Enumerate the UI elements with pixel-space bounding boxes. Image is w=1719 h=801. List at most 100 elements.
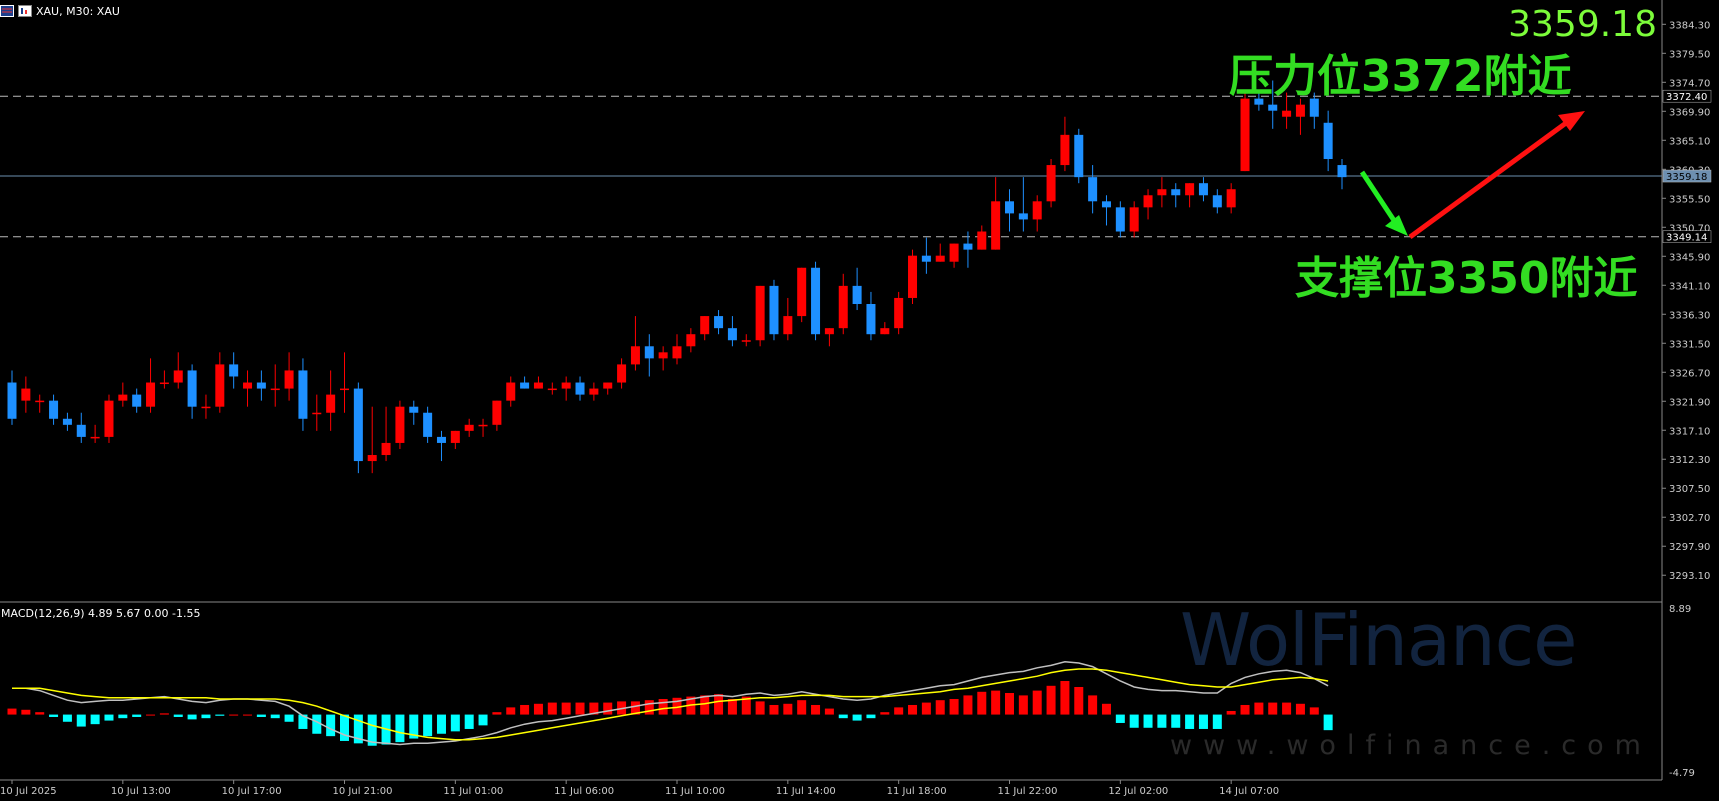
red-arrowhead	[1558, 111, 1585, 131]
x-tick-label: 11 Jul 01:00	[443, 786, 503, 797]
candle-body	[921, 255, 931, 262]
macd-histogram-bar	[852, 714, 862, 721]
macd-histogram-bar	[132, 714, 142, 717]
candle-body	[464, 424, 474, 431]
y-tick-label: 3345.90	[1669, 252, 1710, 263]
macd-histogram-bar	[921, 702, 931, 715]
candle-body	[630, 346, 640, 365]
macd-histogram-bar	[1115, 714, 1125, 723]
macd-histogram-bar	[727, 698, 737, 715]
macd-histogram-bar	[339, 714, 350, 741]
level-price-box	[1662, 230, 1712, 243]
macd-histogram-bar	[1018, 695, 1028, 715]
resistance-annotation: 压力位3372附近	[1229, 51, 1572, 102]
macd-histogram-bar	[1268, 702, 1278, 715]
candle-body	[298, 370, 308, 419]
candle-body	[589, 388, 599, 395]
x-tick-label: 11 Jul 14:00	[776, 786, 836, 797]
macd-histogram-bar	[603, 702, 613, 715]
macd-histogram-bar	[533, 703, 543, 715]
candle-body	[1268, 104, 1278, 111]
macd-histogram-bar	[201, 714, 211, 719]
candle-body	[533, 382, 543, 389]
candle-body	[741, 340, 751, 342]
macd-histogram-bar	[866, 714, 876, 719]
macd-histogram-bar	[520, 704, 530, 715]
candle-body	[1018, 213, 1028, 220]
candle-body	[603, 382, 613, 389]
candle-body	[270, 388, 280, 391]
chart-menu-icon[interactable]	[0, 5, 14, 17]
candle-body	[146, 382, 156, 407]
red-up-arrow	[1408, 120, 1568, 240]
candle-body	[395, 406, 405, 443]
macd-histogram-bar	[963, 695, 973, 715]
candle-body	[1226, 189, 1236, 208]
candle-body	[658, 352, 668, 359]
candle-body	[367, 455, 377, 462]
x-tick-label: 14 Jul 07:00	[1219, 786, 1279, 797]
macd-histogram-bar	[1046, 685, 1056, 715]
macd-histogram-bar	[824, 708, 834, 715]
candle-body	[797, 267, 807, 317]
candle-body	[339, 388, 350, 391]
candle-body	[575, 382, 585, 395]
candle-body	[284, 370, 294, 389]
y-tick-label: 3293.10	[1669, 571, 1710, 582]
macd-histogram-bar	[1171, 714, 1181, 728]
macd-histogram-bar	[146, 714, 156, 716]
macd-histogram-bar	[1240, 704, 1250, 715]
y-tick-label: 3341.10	[1669, 281, 1710, 292]
candle-body	[520, 382, 530, 389]
macd-histogram-bar	[298, 714, 308, 729]
candle-body	[76, 424, 86, 437]
macd-histogram-bar	[714, 694, 724, 715]
macd-histogram-bar	[506, 707, 516, 715]
candle-body	[49, 400, 59, 419]
candle-body	[686, 334, 696, 347]
trading-icon[interactable]	[18, 5, 32, 17]
candle-body	[1337, 165, 1347, 178]
macd-histogram-bar	[1309, 707, 1319, 715]
macd-histogram-bar	[353, 714, 363, 744]
y-tick-label: 3302.70	[1669, 513, 1710, 524]
candle-body	[104, 400, 114, 437]
macd-histogram-bar	[797, 700, 807, 715]
macd-histogram-bar	[90, 714, 100, 725]
macd-histogram-bar	[894, 707, 904, 715]
macd-histogram-bar	[326, 714, 336, 737]
chart-header: XAU, M30: XAU	[0, 2, 120, 20]
candle-body	[1157, 189, 1167, 196]
candle-body	[1129, 207, 1139, 232]
y-tick-label: 3350.70	[1669, 223, 1710, 234]
macd-histogram-bar	[7, 708, 17, 715]
macd-histogram-bar	[243, 714, 253, 716]
macd-histogram-bar	[215, 714, 225, 716]
candle-body	[1254, 98, 1264, 105]
macd-histogram-bar	[1198, 714, 1208, 729]
macd-histogram-bar	[1323, 714, 1333, 731]
macd-histogram-bar	[478, 714, 488, 726]
macd-histogram-bar	[76, 714, 86, 727]
macd-histogram-bar	[644, 700, 654, 715]
candle-body	[436, 436, 446, 443]
candle-body	[312, 412, 322, 415]
candle-body	[256, 382, 266, 389]
candle-body	[811, 267, 821, 335]
macd-histogram-bar	[173, 714, 183, 717]
candle-body	[1060, 134, 1070, 166]
macd-histogram-bar	[256, 714, 266, 717]
macd-histogram-bar	[838, 714, 848, 719]
macd-histogram-bar	[395, 714, 405, 743]
candle-body	[423, 412, 433, 437]
macd-histogram-bar	[62, 714, 72, 722]
macd-histogram-bar	[1143, 714, 1153, 728]
macd-histogram-bar	[1101, 703, 1111, 715]
candle-body	[949, 243, 959, 262]
x-tick-label: 10 Jul 2025	[0, 786, 57, 797]
macd-histogram-bar	[1074, 687, 1084, 715]
macd-histogram-bar	[492, 712, 502, 715]
y-tick-label: 3369.90	[1669, 107, 1710, 118]
